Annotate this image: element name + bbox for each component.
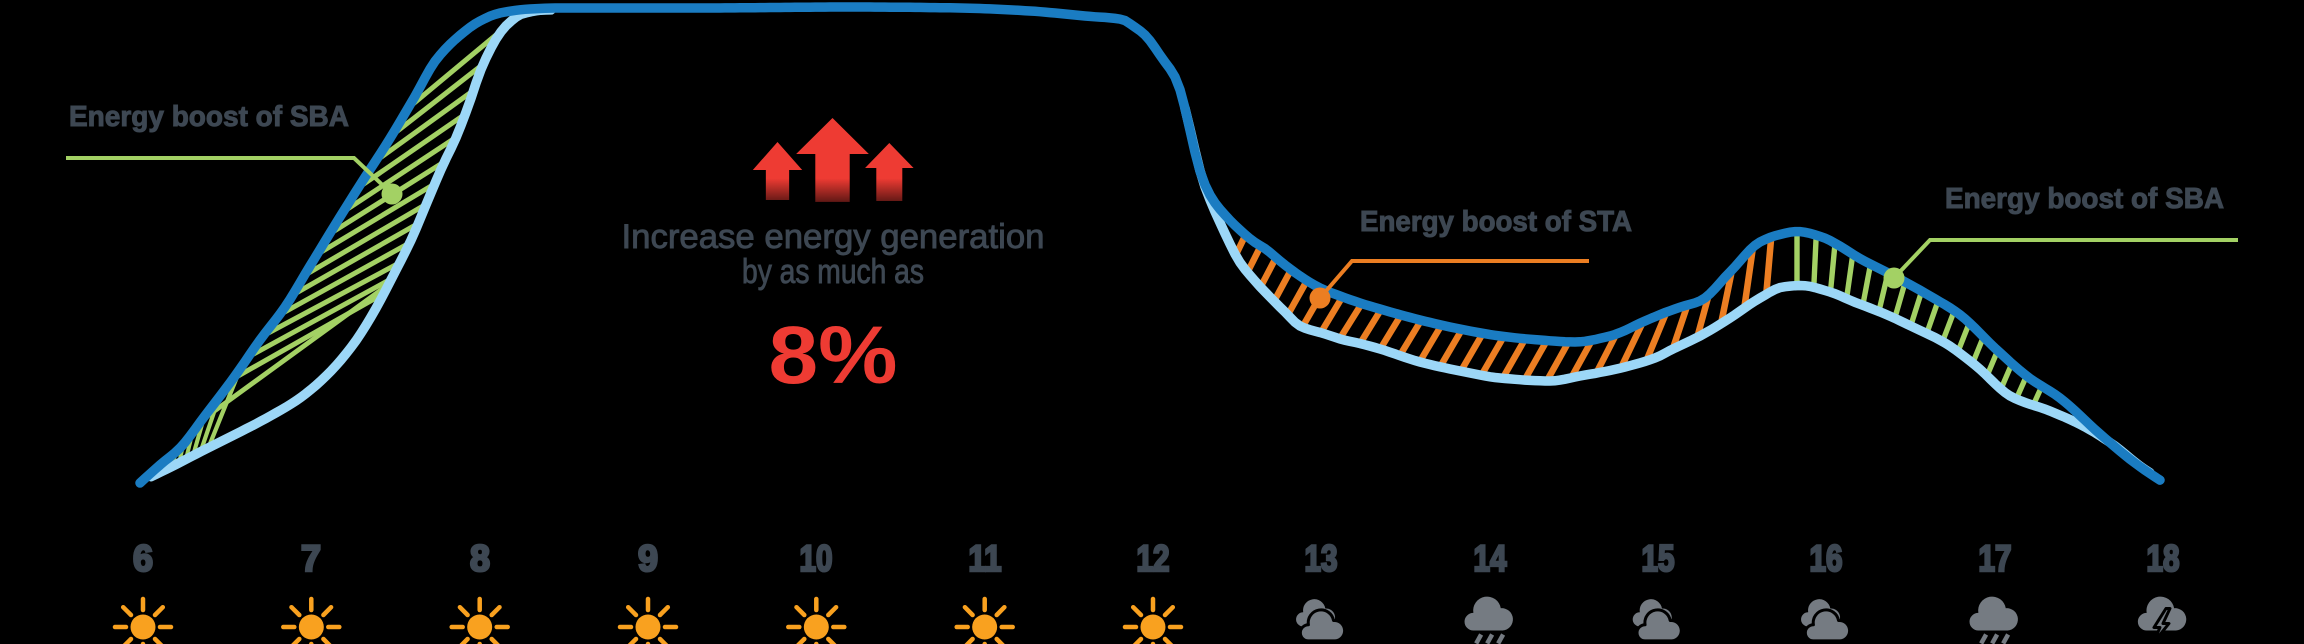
svg-text:Energy boost of SBA: Energy boost of SBA [1945,183,2224,215]
svg-text:8%: 8% [769,310,898,401]
svg-text:13: 13 [1305,538,1338,579]
svg-text:8: 8 [470,538,490,579]
svg-text:17: 17 [1979,538,2012,579]
svg-text:16: 16 [1810,538,1843,579]
svg-text:Increase energy generation: Increase energy generation [622,218,1045,256]
svg-text:by as much as: by as much as [742,253,924,291]
svg-text:18: 18 [2147,538,2180,579]
svg-text:15: 15 [1642,538,1675,579]
svg-text:7: 7 [301,538,321,579]
svg-text:Energy boost of SBA: Energy boost of SBA [69,101,349,133]
svg-text:14: 14 [1474,538,1507,579]
svg-text:9: 9 [638,538,658,579]
svg-text:12: 12 [1137,538,1170,579]
svg-text:6: 6 [133,538,153,579]
svg-text:Energy boost of STA: Energy boost of STA [1360,206,1632,238]
svg-text:10: 10 [800,538,833,579]
svg-text:11: 11 [969,538,1002,579]
